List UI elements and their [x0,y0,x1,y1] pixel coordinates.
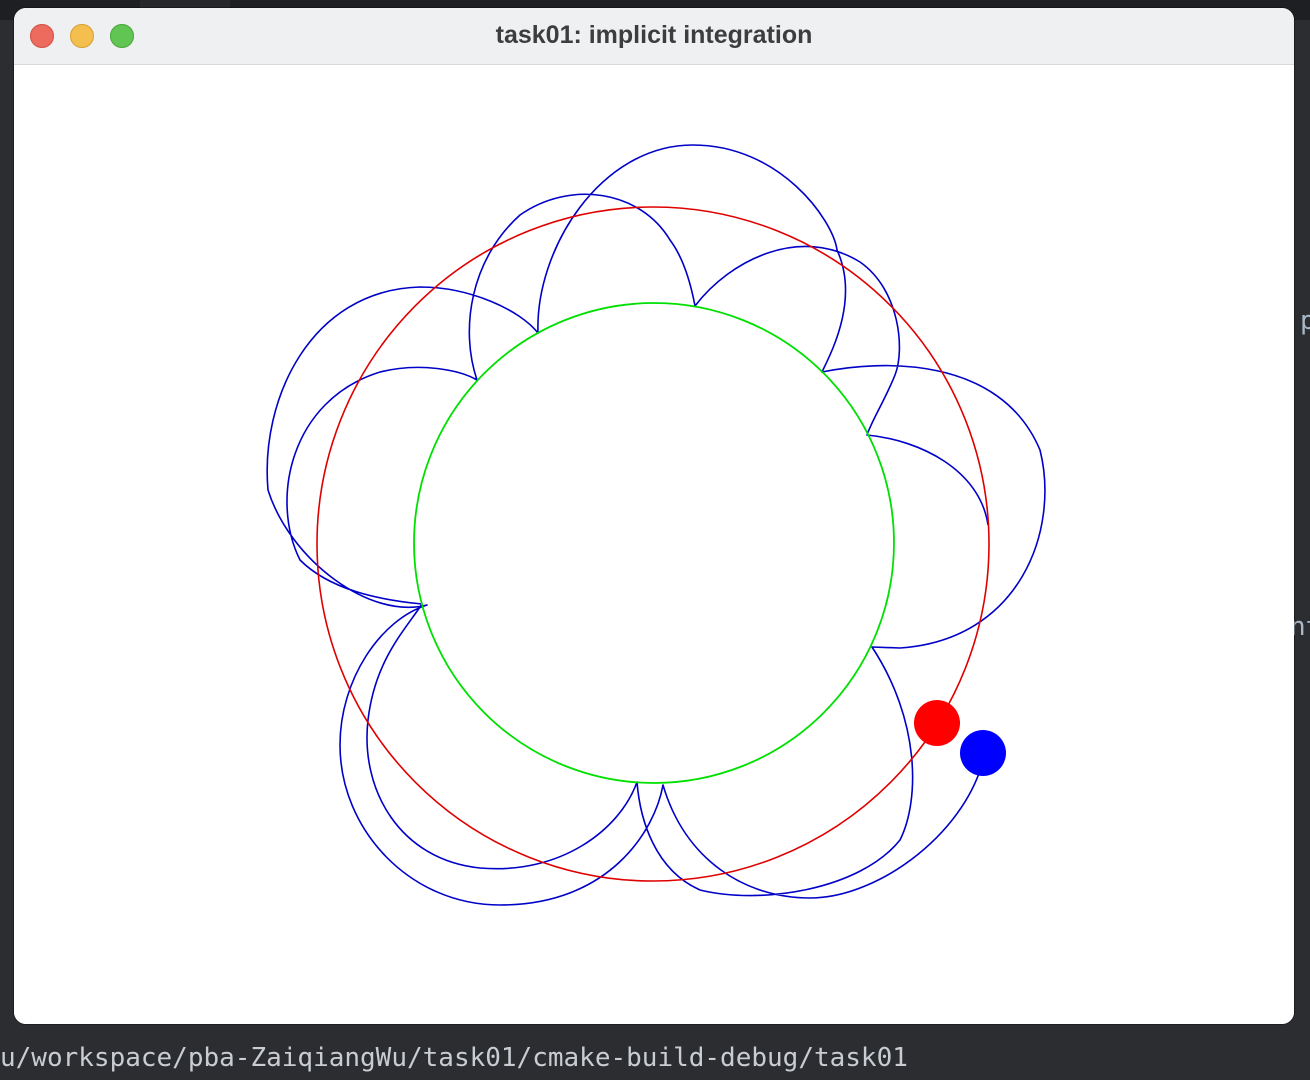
simulation-canvas[interactable] [14,65,1294,1024]
app-window: task01: implicit integration [14,8,1294,1024]
background-text-fragment: nt [1290,612,1310,642]
background-text-fragment: p [1300,306,1310,336]
particle-trajectory [266,144,1046,906]
terminal-path: u/workspace/pba-ZaiqiangWu/task01/cmake-… [0,1036,1310,1080]
window-titlebar[interactable]: task01: implicit integration [14,8,1294,65]
red-particle [914,700,960,746]
minimize-button[interactable] [70,24,94,48]
blue-particle [960,730,1006,776]
maximize-button[interactable] [110,24,134,48]
green-orbit [413,302,895,784]
close-button[interactable] [30,24,54,48]
window-title: task01: implicit integration [495,21,813,49]
simulation-svg [266,144,1046,906]
red-orbit [316,206,990,882]
